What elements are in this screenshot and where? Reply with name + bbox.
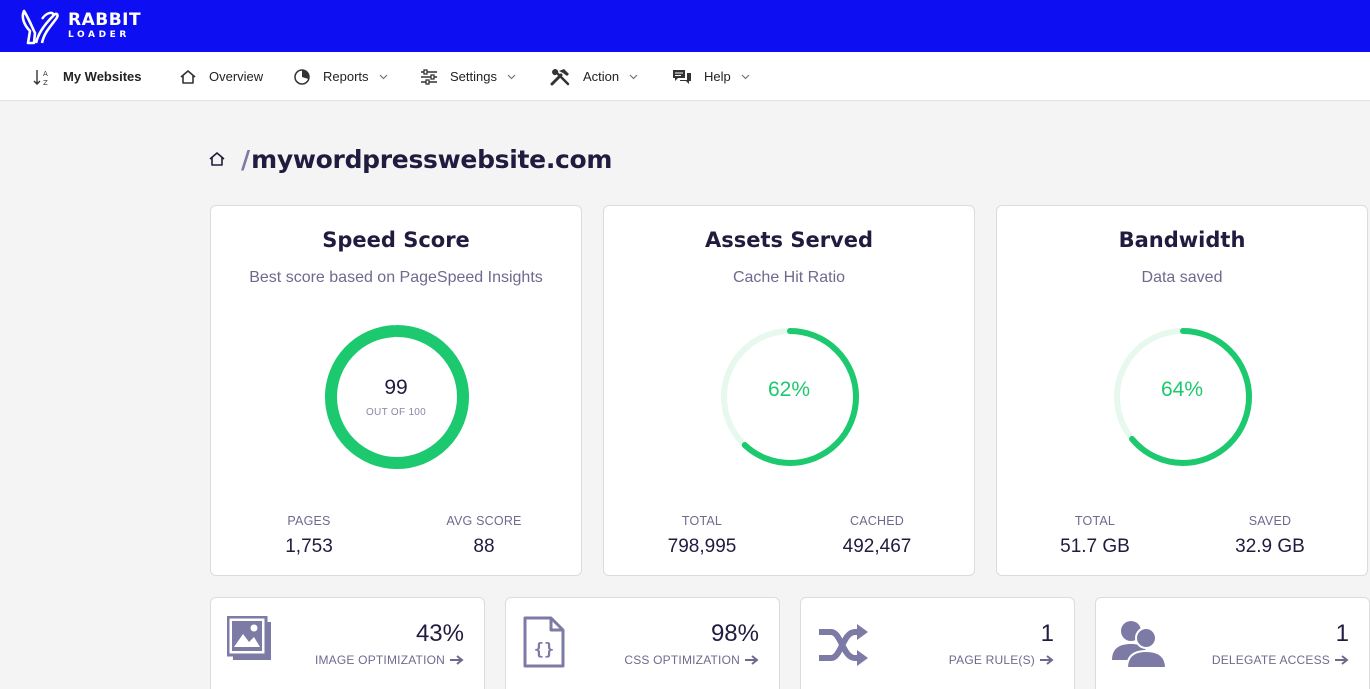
chevron-down-icon (629, 74, 638, 80)
image-optimization-link[interactable]: IMAGE OPTIMIZATION (315, 653, 464, 667)
card-subtitle: Cache Hit Ratio (732, 269, 846, 286)
nav-help-label: Help (704, 69, 731, 84)
card-title: Speed Score (322, 228, 470, 252)
total-value: 798,995 (667, 536, 737, 557)
pages-value: 1,753 (285, 536, 333, 557)
image-optimization-value: 43% (415, 620, 464, 647)
tools-icon (549, 68, 571, 86)
css-optimization-link[interactable]: CSS OPTIMIZATION (624, 653, 759, 667)
card-title: Assets Served (704, 228, 874, 252)
cache-hit-value: 62% (767, 378, 811, 401)
chevron-down-icon (741, 74, 750, 80)
data-saved-value: 64% (1160, 378, 1204, 401)
delegate-access-link[interactable]: DELEGATE ACCESS (1212, 653, 1349, 667)
top-bar: RABBIT LOADER (0, 0, 1370, 52)
delegate-access-label: DELEGATE ACCESS (1211, 653, 1330, 667)
total-label: TOTAL (1074, 514, 1116, 528)
total-value: 51.7 GB (1060, 536, 1130, 557)
page-rules-value: 1 (1040, 620, 1054, 647)
rabbit-logo-icon (21, 9, 59, 45)
delegate-access-value: 1 (1335, 620, 1349, 647)
arrow-right-icon (450, 655, 464, 665)
rabbit-loader-logo[interactable]: RABBIT LOADER (18, 6, 141, 46)
page-rules-label: PAGE RULE(S) (948, 653, 1035, 667)
nav-reports[interactable]: Reports (293, 52, 388, 101)
pie-chart-icon (293, 68, 311, 86)
pages-label: PAGES (287, 514, 331, 528)
data-saved-gauge (1114, 328, 1252, 466)
sliders-icon (420, 68, 438, 85)
css-optimization-value: 98% (710, 620, 759, 647)
assets-served-card: Assets Served Cache Hit Ratio 62% TOTAL … (603, 205, 975, 576)
chat-bubbles-icon (672, 68, 692, 86)
nav-help[interactable]: Help (672, 52, 750, 101)
cache-hit-gauge (721, 328, 859, 466)
css-optimization-card[interactable]: {} 98% CSS OPTIMIZATION (505, 597, 780, 689)
nav-my-websites-label: My Websites (63, 69, 142, 84)
sort-az-icon: A Z (33, 68, 51, 86)
home-icon (179, 69, 197, 85)
page-rules-card[interactable]: 1 PAGE RULE(S) (800, 597, 1075, 689)
css-optimization-label: CSS OPTIMIZATION (624, 653, 740, 667)
total-label: TOTAL (681, 514, 723, 528)
code-file-icon: {} (522, 616, 566, 673)
arrow-right-icon (745, 655, 759, 665)
nav-settings[interactable]: Settings (420, 52, 516, 101)
page-rules-link[interactable]: PAGE RULE(S) (949, 653, 1054, 667)
image-optimization-card[interactable]: 43% IMAGE OPTIMIZATION (210, 597, 485, 689)
delegate-access-card[interactable]: 1 DELEGATE ACCESS (1095, 597, 1370, 689)
svg-text:A: A (43, 70, 48, 78)
saved-label: SAVED (1248, 514, 1292, 528)
avg-score-label: AVG SCORE (446, 514, 522, 528)
svg-text:{}: {} (534, 640, 554, 660)
chevron-down-icon (379, 74, 388, 80)
cached-label: CACHED (850, 514, 904, 528)
nav-my-websites[interactable]: A Z My Websites (33, 52, 142, 101)
cached-value: 492,467 (842, 536, 912, 557)
saved-value: 32.9 GB (1235, 536, 1305, 557)
logo-text-line2: LOADER (68, 30, 130, 40)
bandwidth-card: Bandwidth Data saved 64% TOTAL 51.7 GB S… (996, 205, 1368, 576)
users-icon (1112, 618, 1168, 673)
breadcrumb-separator: / (241, 144, 251, 174)
shuffle-icon (817, 624, 869, 671)
speed-score-caption: OUT OF 100 (365, 407, 427, 418)
card-title: Bandwidth (1118, 228, 1246, 252)
nav-action-label: Action (583, 69, 620, 84)
main-nav: A Z My Websites Overview Reports (0, 52, 1370, 101)
nav-overview[interactable]: Overview (179, 52, 263, 101)
image-icon (226, 615, 275, 671)
chevron-down-icon (507, 74, 516, 80)
home-icon[interactable] (208, 151, 226, 167)
image-optimization-label: IMAGE OPTIMIZATION (314, 653, 445, 667)
arrow-right-icon (1335, 655, 1349, 665)
nav-settings-label: Settings (450, 69, 497, 84)
speed-score-gauge (325, 325, 469, 469)
avg-score-value: 88 (473, 536, 495, 557)
breadcrumb: / mywordpresswebsite.com (208, 144, 612, 174)
nav-reports-label: Reports (323, 69, 369, 84)
speed-score-card: Speed Score Best score based on PageSpee… (210, 205, 582, 576)
speed-score-value: 99 (384, 376, 408, 399)
logo-text-line1: RABBIT (68, 10, 142, 30)
nav-overview-label: Overview (209, 69, 264, 84)
nav-action[interactable]: Action (549, 52, 638, 101)
arrow-right-icon (1040, 655, 1054, 665)
card-subtitle: Data saved (1141, 269, 1223, 286)
card-subtitle: Best score based on PageSpeed Insights (249, 269, 543, 286)
svg-text:Z: Z (43, 79, 48, 86)
page-title: mywordpresswebsite.com (251, 144, 613, 174)
